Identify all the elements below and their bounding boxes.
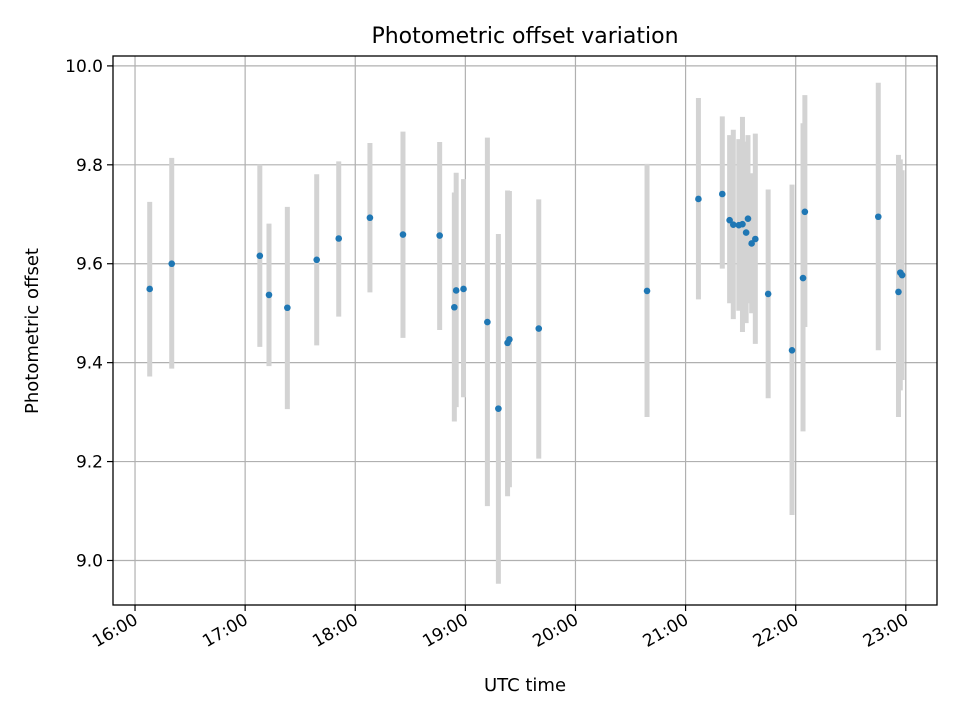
x-tick-label: 22:00 (750, 610, 802, 652)
data-point (643, 287, 651, 295)
data-point (799, 274, 807, 282)
x-tick-label: 21:00 (640, 610, 692, 652)
data-point (718, 190, 726, 198)
chart-title: Photometric offset variation (371, 24, 678, 49)
data-point (451, 303, 458, 311)
data-point (726, 216, 733, 224)
data-point (788, 346, 796, 354)
data-point (265, 291, 273, 299)
y-axis-label: Photometric offset (22, 248, 43, 414)
x-tick-label: 19:00 (419, 610, 471, 652)
data-point (729, 221, 737, 228)
data-point (313, 256, 321, 264)
x-tick-label: 16:00 (89, 610, 141, 652)
data-point (874, 213, 882, 221)
y-tick-label: 9.8 (76, 156, 103, 176)
y-axis-ticks: 9.0 9.2 9.4 9.6 9.8 10.0 (65, 57, 113, 571)
y-tick-label: 9.6 (76, 255, 103, 275)
data-point (739, 220, 746, 228)
x-tick-label: 23:00 (860, 610, 912, 652)
data-point (752, 235, 759, 243)
data-point (742, 229, 750, 236)
data-point (399, 231, 407, 238)
x-tick-label: 17:00 (199, 610, 251, 652)
data-point (366, 214, 374, 222)
y-tick-label: 9.0 (76, 551, 103, 571)
plot-frame (112, 55, 938, 606)
data-point (895, 288, 902, 296)
data-point (146, 285, 154, 293)
x-tick-label: 18:00 (309, 610, 361, 652)
data-point (535, 325, 543, 332)
data-point (764, 290, 772, 298)
data-point (495, 405, 502, 412)
data-point (335, 235, 343, 242)
data-points (146, 190, 906, 412)
data-point (452, 287, 460, 294)
data-point (744, 215, 752, 223)
data-point (284, 304, 291, 312)
x-axis-ticks: 16:00 17:00 18:00 19:00 20:00 21:00 22:00 23:00 (89, 605, 912, 652)
data-point (256, 252, 264, 260)
data-point (801, 208, 809, 216)
y-tick-label: 10.0 (65, 57, 103, 77)
data-point (168, 260, 176, 268)
data-point (898, 271, 906, 279)
data-point (460, 285, 467, 293)
y-tick-label: 9.2 (76, 453, 103, 473)
data-point (748, 240, 755, 247)
x-axis-label: UTC time (484, 675, 566, 696)
y-tick-label: 9.4 (76, 354, 103, 374)
data-point (695, 195, 702, 203)
data-point (436, 232, 443, 239)
x-tick-label: 20:00 (530, 610, 582, 652)
data-point (484, 318, 491, 326)
data-point (506, 336, 513, 343)
error-bars (147, 82, 905, 584)
grid-lines (113, 56, 937, 605)
